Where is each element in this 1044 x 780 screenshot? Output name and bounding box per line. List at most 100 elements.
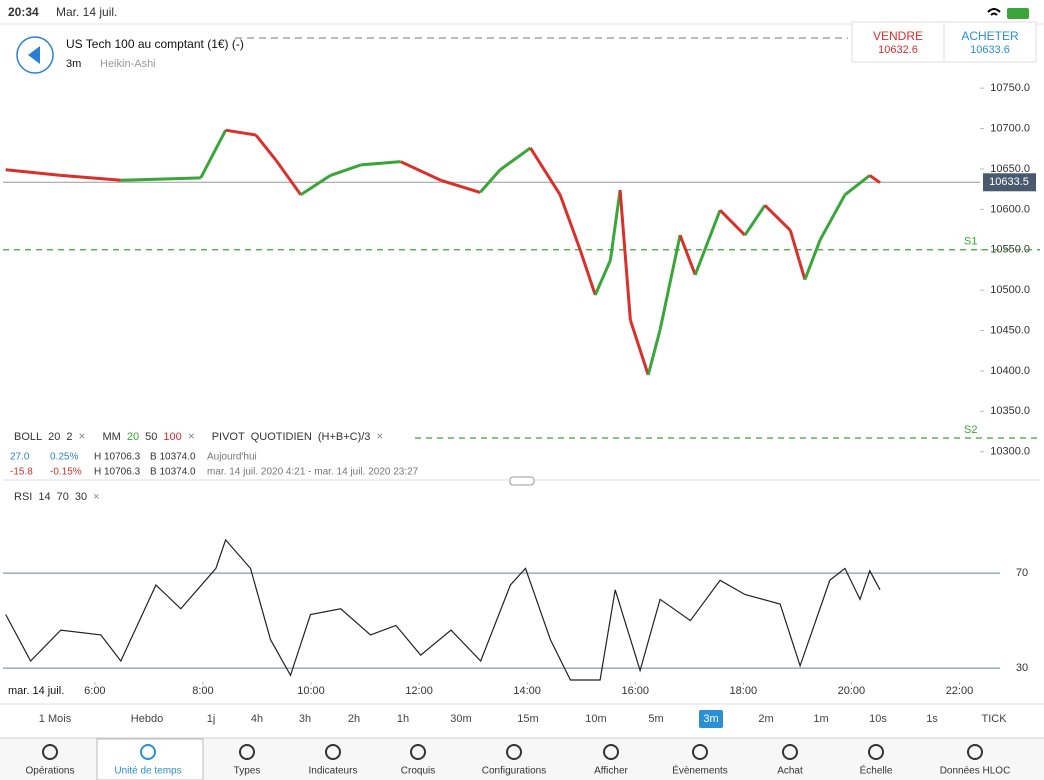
- timeframe-option[interactable]: 10s: [869, 713, 887, 725]
- tab-label[interactable]: Indicateurs: [309, 766, 358, 777]
- y-tick-label: 10500.0: [990, 284, 1030, 296]
- x-tick-label: 8:00: [192, 685, 213, 697]
- tab-icon: [782, 744, 798, 760]
- price-segment: [440, 178, 481, 194]
- pivot-label: S2: [964, 424, 977, 436]
- y-tick-label: 10700.0: [990, 122, 1030, 134]
- indicator-close[interactable]: ×: [79, 429, 86, 443]
- y-tick-label: 10400.0: [990, 365, 1030, 377]
- tab-icon: [506, 744, 522, 760]
- rsi-label: 14: [38, 491, 50, 503]
- timeframe-option[interactable]: 1 Mois: [39, 713, 72, 725]
- timeframe-option[interactable]: 2h: [348, 713, 360, 725]
- tab-label[interactable]: Unité de temps: [114, 766, 181, 777]
- tab-icon: [42, 744, 58, 760]
- sell-price: 10632.6: [878, 44, 918, 56]
- timeframe-option[interactable]: 15m: [517, 713, 538, 725]
- price-segment: [743, 204, 767, 237]
- stat: 27.0: [10, 452, 30, 463]
- tab-label[interactable]: Achat: [777, 766, 803, 777]
- price-segment: [329, 163, 362, 177]
- status-date: Mar. 14 juil.: [56, 5, 117, 19]
- resize-handle[interactable]: [509, 476, 535, 486]
- timeframe-option[interactable]: 2m: [758, 713, 773, 725]
- price-segment: [578, 249, 597, 296]
- stat: B 10374.0: [150, 452, 196, 463]
- timeframe-option[interactable]: 3h: [299, 713, 311, 725]
- tab-label[interactable]: Données HLOC: [940, 766, 1011, 777]
- tab-label[interactable]: Configurations: [482, 766, 546, 777]
- tab-icon: [325, 744, 341, 760]
- indicator-boll: 20: [48, 431, 60, 443]
- buy-price: 10633.6: [970, 44, 1010, 56]
- indicator-boll: BOLL: [14, 431, 42, 443]
- rsi-line: [5, 538, 881, 681]
- price-segment: [658, 234, 682, 331]
- timeframe-option[interactable]: 4h: [251, 713, 263, 725]
- price-segment: [299, 174, 332, 197]
- price-segment: [60, 173, 121, 182]
- y-tick-label: 10350.0: [990, 405, 1030, 417]
- timeframe-option[interactable]: TICK: [981, 713, 1007, 725]
- x-tick-label: 20:00: [838, 685, 866, 697]
- x-tick-label: 18:00: [730, 685, 758, 697]
- price-segment: [719, 209, 747, 237]
- price-segment: [788, 229, 807, 281]
- tab-icon: [692, 744, 708, 760]
- tab-label[interactable]: Opérations: [26, 766, 75, 777]
- indicator-pivot: (H+B+C)/3: [318, 431, 371, 443]
- tab-icon: [603, 744, 619, 760]
- sell-label: VENDRE: [873, 29, 923, 43]
- price-segment: [628, 319, 650, 376]
- price-segment: [254, 134, 278, 161]
- stat: 0.25%: [50, 452, 78, 463]
- price-segment: [479, 168, 502, 194]
- price-segment: [678, 234, 697, 276]
- instrument-name: US Tech 100 au comptant (1€) (-): [66, 37, 244, 51]
- y-tick-label: 10450.0: [990, 324, 1030, 336]
- y-tick-label: 10300.0: [990, 446, 1030, 458]
- timeframe-option[interactable]: 1h: [397, 713, 409, 725]
- timeframe-option[interactable]: Hebdo: [131, 713, 163, 725]
- wifi-icon: [987, 8, 1001, 16]
- stat: Aujourd'hui: [207, 452, 257, 463]
- indicator-mm: 20: [127, 431, 139, 443]
- rsi-close[interactable]: ×: [93, 491, 99, 503]
- chart-type: Heikin-Ashi: [100, 58, 156, 70]
- rsi-label: 70: [57, 491, 69, 503]
- x-tick-label: 22:00: [946, 685, 974, 697]
- price-segment: [120, 176, 201, 182]
- tab-label[interactable]: Afficher: [594, 766, 628, 777]
- timeframe-option[interactable]: 10m: [585, 713, 606, 725]
- indicator-pivot: PIVOT: [212, 431, 245, 443]
- tab-icon: [967, 744, 983, 760]
- tab-label[interactable]: Croquis: [401, 766, 435, 777]
- timeframe-option[interactable]: 5m: [648, 713, 663, 725]
- timeframe-option[interactable]: 1s: [926, 713, 938, 725]
- x-tick-label: 12:00: [405, 685, 433, 697]
- tab-label[interactable]: Évènements: [672, 764, 728, 777]
- tab-icon: [410, 744, 426, 760]
- tab-label[interactable]: Types: [234, 766, 261, 777]
- y-tick-label: 10650.0: [990, 163, 1030, 175]
- timeframe-option[interactable]: 30m: [450, 713, 471, 725]
- y-tick-label: 10750.0: [990, 82, 1030, 94]
- stat: H 10706.3: [94, 452, 141, 463]
- timeframe-option[interactable]: 1m: [813, 713, 828, 725]
- timeframe-selected-bg: [699, 710, 723, 728]
- tab-icon: [239, 744, 255, 760]
- price-segment: [499, 146, 532, 171]
- x-tick-label: 14:00: [513, 685, 541, 697]
- indicator-close[interactable]: ×: [188, 429, 195, 443]
- buy-label: ACHETER: [961, 29, 1019, 43]
- x-tick-label: 16:00: [621, 685, 649, 697]
- timeframe-option[interactable]: 1j: [207, 713, 216, 725]
- interval: 3m: [66, 58, 81, 70]
- timeframe-option[interactable]: 3m: [703, 713, 718, 725]
- tab-label[interactable]: Échelle: [860, 764, 893, 777]
- back-arrow: [28, 46, 40, 64]
- indicator-close[interactable]: ×: [376, 429, 383, 443]
- price-segment: [618, 189, 632, 321]
- stat: H 10706.3: [94, 467, 141, 478]
